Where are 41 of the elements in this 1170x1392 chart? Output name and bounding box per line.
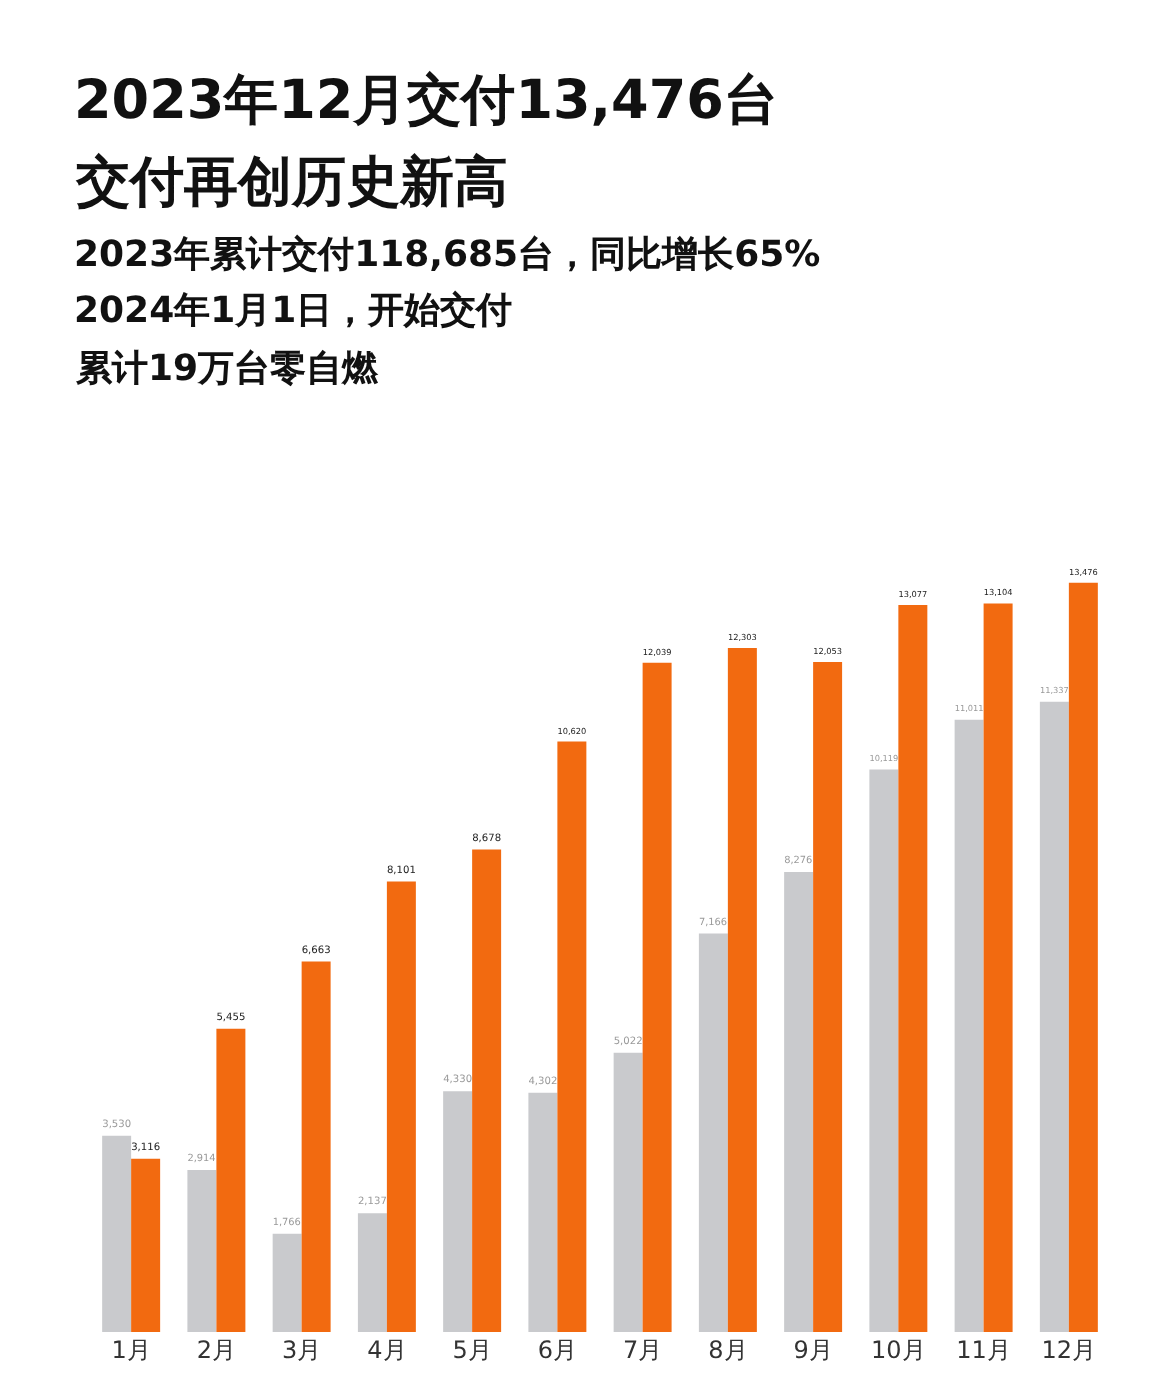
bar — [386, 881, 416, 1332]
bar — [528, 1092, 558, 1332]
bar — [1068, 582, 1098, 1332]
x-tick-label: 9月 — [793, 1336, 833, 1364]
x-tick-label: 6月 — [537, 1336, 578, 1364]
text: 累计19万台零自燃 — [74, 348, 381, 390]
x-tick-label: 10月 — [871, 1336, 926, 1364]
bar — [557, 741, 587, 1332]
bar — [613, 1052, 643, 1332]
bar — [898, 604, 928, 1332]
x-tick-label: 5月 — [452, 1336, 492, 1364]
bar — [642, 662, 672, 1332]
bar — [813, 661, 843, 1332]
bar — [727, 648, 757, 1332]
x-tick-label: 3月 — [282, 1336, 322, 1364]
x-tick-label: 11月 — [956, 1336, 1011, 1364]
bar — [1039, 701, 1069, 1332]
x-tick-label: 4月 — [367, 1336, 407, 1364]
x-tick-label: 12月 — [1041, 1336, 1097, 1364]
bar — [357, 1213, 387, 1332]
bar — [301, 961, 331, 1332]
bar — [131, 1158, 161, 1332]
bar — [983, 603, 1013, 1332]
chart-subtitle: 交付再创历史新高 — [74, 152, 508, 214]
bar — [102, 1135, 132, 1332]
x-tick-label: 2月 — [196, 1336, 237, 1364]
text: 2024年1月1日，开始交付 — [74, 290, 513, 332]
x-tick-label: 7月 — [622, 1336, 663, 1364]
bar — [784, 871, 814, 1332]
x-tick-label: 1月 — [111, 1336, 151, 1364]
bar — [216, 1028, 246, 1332]
bar — [272, 1233, 302, 1332]
bar — [954, 719, 984, 1332]
bar — [698, 933, 728, 1332]
bar — [869, 769, 899, 1332]
bar — [472, 849, 502, 1332]
chart-title: 2023年12月交付13,476台 — [74, 70, 778, 132]
bar — [443, 1091, 473, 1332]
x-tick-label: 8月 — [708, 1336, 748, 1364]
bar — [187, 1170, 217, 1332]
text: 2023年累计交付118,685台，同比增长65% — [74, 234, 821, 276]
